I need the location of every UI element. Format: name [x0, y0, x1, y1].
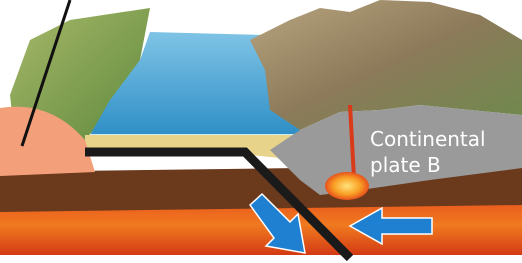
label-line: Continental [370, 127, 486, 151]
magma-chamber [325, 172, 369, 200]
diagram: Continental plate B [0, 0, 522, 263]
label-line: plate B [370, 153, 441, 177]
scene: Continental plate B [0, 0, 522, 258]
